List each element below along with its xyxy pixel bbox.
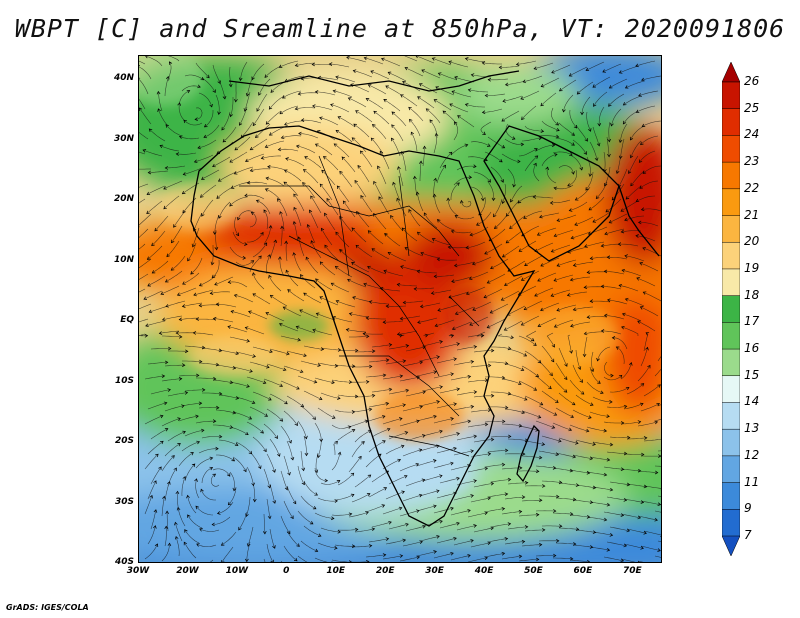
colorbar-segment [722,428,740,457]
streamline-arrowheads [139,56,661,562]
map-title: WBPT [C] and Sreamline at 850hPa, VT: 20… [14,14,786,43]
lon-tick-label: 20W [176,566,199,576]
lat-tick-label: 20N [113,194,134,205]
colorbar-level-label: 16 [744,341,760,356]
colorbar-segment [722,108,740,137]
lon-tick-label: 50E [524,566,543,576]
wbpt-shading-detail [139,56,619,496]
mediterranean-coast [228,70,520,92]
lon-tick-label: 60E [573,566,593,576]
lon-tick-label: 10W [225,566,249,576]
colorbar-level-label: 12 [744,447,760,462]
grads-credit: GrADS: IGES/COLA [6,603,89,612]
colorbar-level-label: 7 [744,528,752,542]
lat-tick-label: EQ [120,315,134,326]
border-lines [239,155,480,457]
colorbar-segment [722,215,740,243]
coastline-layer [190,70,660,527]
lon-tick-label: 30W [126,566,150,576]
lat-tick-label: 10S [114,375,134,386]
colorbar-level-label: 26 [744,74,760,88]
lat-tick-label: 30S [114,496,134,507]
colorbar-segment [722,402,740,430]
colorbar-level-label: 15 [744,367,760,382]
colorbar-level-label: 23 [744,154,760,169]
colorbar-segment [722,375,740,404]
madagascar-coastline [516,424,540,483]
wbpt-streamline-map [139,56,661,562]
africa-coastline [190,125,536,527]
colorbar-level-label: 13 [744,421,760,436]
colorbar-level-label: 21 [744,207,760,222]
colorbar-segment [722,135,740,163]
colorbar-segment [722,241,740,270]
lon-tick-label: 30E [425,566,444,576]
colorbar-segment [722,62,740,83]
colorbar-segment [722,348,740,377]
colorbar-level-label: 25 [744,100,760,115]
colorbar-segment [722,161,740,190]
lat-tick-label: 10N [113,254,134,265]
streamline-layer [139,56,661,562]
colorbar-segment [722,455,740,484]
colorbar-segment [722,322,740,350]
colorbar-segment [722,81,740,110]
streamline-paths [139,56,661,562]
colorbar-level-label: 11 [744,474,760,489]
lon-tick-label: 0 [283,566,290,576]
colorbar-level-label: 20 [744,234,760,249]
lon-tick-label: 20E [375,566,395,576]
lat-tick-label: 40N [113,73,134,84]
lat-tick-label: 20S [114,436,134,447]
colorbar-segment [722,509,740,537]
lat-tick-label: 40S [114,557,134,567]
colorbar-segment [722,268,740,297]
arabia-coastline [483,125,620,262]
lon-tick-label: 70E [622,566,642,576]
colorbar-level-label: 19 [744,260,760,275]
lon-tick-label: 10E [326,566,346,576]
colorbar-level-label: 18 [744,287,760,302]
colorbar-segment [722,295,740,324]
colorbar-level-label: 22 [744,180,760,195]
colorbar-level-label: 14 [744,394,760,409]
colorbar-level-label: 24 [744,127,760,142]
colorbar [722,62,740,556]
colorbar-level-label: 17 [744,314,760,329]
lat-tick-label: 30N [113,133,134,144]
map-panel [138,55,662,563]
colorbar-segment [722,188,740,217]
india-coast [618,185,660,257]
colorbar-segment [722,535,740,556]
lon-tick-label: 40E [474,566,494,576]
colorbar-level-label: 9 [744,501,752,516]
colorbar-segment [722,482,740,511]
